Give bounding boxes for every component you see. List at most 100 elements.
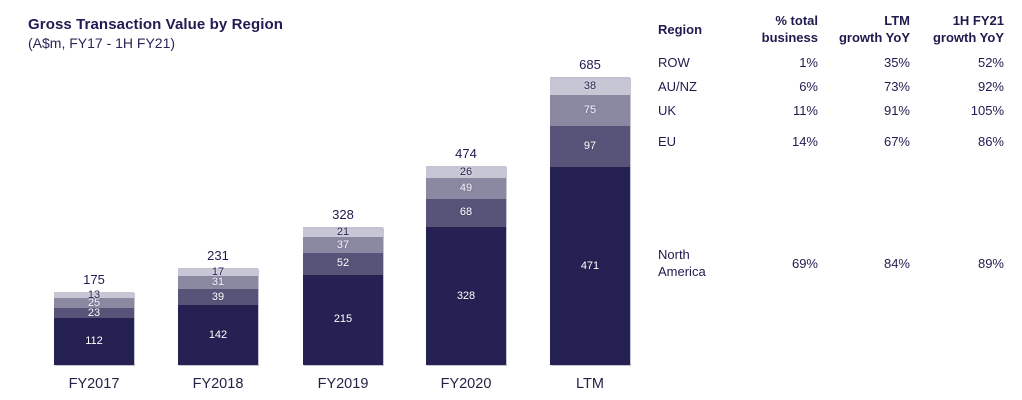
bar-fy2017: 13 25 23 112 <box>54 289 134 365</box>
bar-segment-row-fy2018 <box>178 268 258 269</box>
bar-segment-eu-fy2020: 68 <box>426 198 506 228</box>
segment-value-label: 49 <box>459 181 473 194</box>
bar-segment-eu-ltm: 97 <box>550 126 630 168</box>
header-line: 1H FY21 <box>952 13 1004 28</box>
cell-pct_total-aunz: 6% <box>799 78 818 94</box>
bar-total-label-ltm: 685 <box>579 57 601 73</box>
segment-value-label: 21 <box>336 226 350 239</box>
bar-segment-north-america-ltm: 471 <box>550 167 630 365</box>
segment-value-label: 142 <box>208 328 228 341</box>
chart-title: Gross Transaction Value by Region <box>28 16 284 33</box>
region-growth-table: Region% total business LTM growth YoY 1H FY2… <box>658 12 1004 281</box>
table-header-row: Region% total business LTM growth YoY 1H FY2… <box>658 12 1004 46</box>
segment-value-label: 38 <box>583 80 597 93</box>
header-line: % total <box>775 13 818 28</box>
bar-segment-uk-ltm: 75 <box>550 94 630 127</box>
cell-pct_total-row: 1% <box>799 54 818 70</box>
cell-h1_growth-aunz: 92% <box>977 78 1004 94</box>
bar-segment-north-america-fy2019: 215 <box>303 274 383 365</box>
cell-pct_total-eu: 14% <box>791 133 818 149</box>
bar-segment-uk-fy2017: 25 <box>54 296 134 309</box>
x-axis-label-ltm: LTM <box>576 376 604 392</box>
cell-ltm_growth-aunz: 73% <box>883 78 910 94</box>
header-line: Region <box>658 21 703 37</box>
segment-value-label: 328 <box>456 289 476 302</box>
segment-value-label: 75 <box>583 104 597 117</box>
segment-value-label: 68 <box>459 206 473 219</box>
bar-segment-au-nz-ltm: 38 <box>550 79 630 95</box>
bar-segment-north-america-fy2020: 328 <box>426 227 506 365</box>
segment-value-label: 31 <box>211 275 225 288</box>
segment-value-label: 25 <box>87 296 101 309</box>
header-line: LTM <box>884 13 910 28</box>
bar-segment-north-america-fy2017: 112 <box>54 317 134 365</box>
segment-value-label: 17 <box>211 265 225 278</box>
table-header-ltm_growth: LTM growth YoY <box>818 12 910 46</box>
table-row-eu: EU 14% 67% 86% <box>658 128 1004 154</box>
segment-value-label: 37 <box>336 238 350 251</box>
x-axis-label-fy2019: FY2019 <box>317 376 369 392</box>
bar-segment-uk-fy2020: 49 <box>426 178 506 199</box>
cell-pct_total-uk: 11% <box>792 102 818 118</box>
segment-value-label: 97 <box>583 140 597 153</box>
table-header-h1_growth: 1H FY21 growth YoY <box>910 12 1004 46</box>
header-line: growth YoY <box>838 30 910 45</box>
stacked-bar-chart: 175 13 25 23 112 FY2017 231 17 31 39 142 FY2018 328 2… <box>54 57 630 392</box>
segment-value-label: 215 <box>333 313 353 326</box>
segment-value-label: 52 <box>336 257 350 270</box>
bar-segment-north-america-fy2018: 142 <box>178 305 258 365</box>
cell-h1_growth-uk: 105% <box>970 102 1004 118</box>
cell-ltm_growth-row: 35% <box>883 54 910 70</box>
header-line: business <box>761 30 818 45</box>
bar-fy2019: 21 37 52 215 <box>303 227 383 365</box>
segment-value-label: 23 <box>87 306 101 319</box>
table-row-aunz: AU/NZ 6% 73% 92% <box>658 74 1004 98</box>
bar-segment-row-ltm <box>550 77 630 79</box>
bar-ltm: 38 75 97 471 <box>550 77 630 365</box>
header-line: growth YoY <box>932 30 1004 45</box>
cell-region-eu: EU <box>658 133 677 149</box>
cell-ltm_growth-eu: 67% <box>883 133 910 149</box>
bar-total-label-fy2019: 328 <box>332 207 354 223</box>
segment-value-label: 112 <box>85 334 103 347</box>
bar-segment-row-fy2020 <box>426 165 506 168</box>
cell-ltm_growth-uk: 91% <box>883 102 910 118</box>
bar-segment-eu-fy2019: 52 <box>303 252 383 275</box>
x-axis-label-fy2020: FY2020 <box>440 376 492 392</box>
bar-segment-uk-fy2019: 37 <box>303 237 383 253</box>
cell-region-aunz: AU/NZ <box>658 78 697 94</box>
cell-region-row: ROW <box>658 54 690 70</box>
table-header-region: Region <box>658 21 744 38</box>
bar-fy2020: 26 49 68 328 <box>426 165 506 365</box>
bar-segment-row-fy2017 <box>54 291 134 293</box>
cell-ltm_growth-na: 84% <box>883 255 910 271</box>
bar-segment-au-nz-fy2020: 26 <box>426 166 506 179</box>
segment-value-label: 26 <box>459 166 473 179</box>
bar-segment-eu-fy2018: 39 <box>178 289 258 306</box>
bar-segment-au-nz-fy2019: 21 <box>303 226 383 239</box>
cell-region-uk: UK <box>658 102 677 118</box>
bar-total-label-fy2020: 474 <box>455 145 477 161</box>
cell-h1_growth-row: 52% <box>977 54 1004 70</box>
chart-header: Gross Transaction Value by Region (A$m, … <box>28 16 283 51</box>
bar-total-label-fy2018: 231 <box>207 247 229 263</box>
x-axis-label-fy2018: FY2018 <box>192 376 244 392</box>
cell-region-na: North America <box>658 247 706 279</box>
chart-subtitle: (A$m, FY17 - 1H FY21) <box>28 35 176 51</box>
bar-fy2018: 17 31 39 142 <box>178 265 258 365</box>
bar-segment-au-nz-fy2018: 17 <box>178 265 258 278</box>
table-row-na: North America 69% 84% 89% <box>658 245 1004 281</box>
cell-h1_growth-eu: 86% <box>977 133 1004 149</box>
segment-value-label: 471 <box>580 259 600 272</box>
cell-h1_growth-na: 89% <box>977 255 1004 271</box>
table-row-row: ROW 1% 35% 52% <box>658 50 1004 74</box>
bar-segment-eu-fy2017: 23 <box>54 306 134 319</box>
table-header-pct_total: % total business <box>744 12 818 46</box>
bar-segment-uk-fy2018: 31 <box>178 275 258 289</box>
x-axis-label-fy2017: FY2017 <box>68 376 120 392</box>
table-row-uk: UK 11% 91% 105% <box>658 98 1004 122</box>
segment-value-label: 39 <box>211 290 225 303</box>
cell-pct_total-na: 69% <box>791 255 818 271</box>
bar-total-label-fy2017: 175 <box>83 271 105 287</box>
